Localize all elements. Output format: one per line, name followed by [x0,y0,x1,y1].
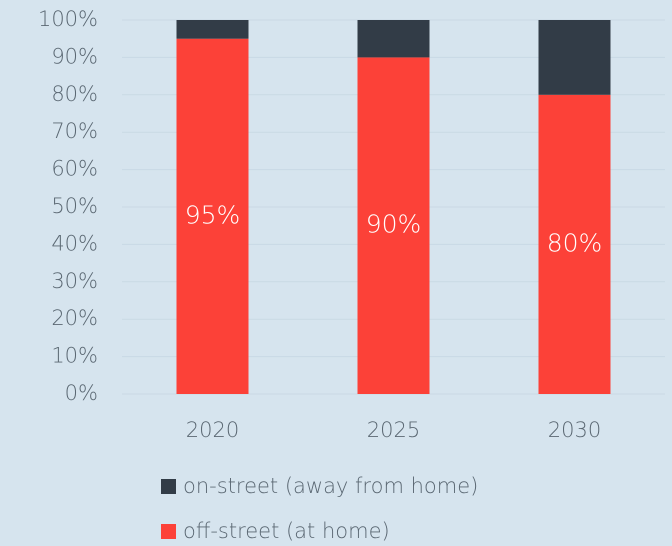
x-tick-label: 2025 [367,418,420,442]
data-label: 80% [547,228,603,257]
data-label: 95% [185,200,241,229]
y-tick-label: 80% [51,82,98,106]
y-tick-label: 50% [51,194,98,218]
bar-segment [357,20,430,58]
y-tick-label: 70% [51,119,98,143]
y-tick-label: 60% [51,157,98,181]
data-label: 90% [366,210,422,239]
y-tick-label: 20% [51,306,98,330]
bar-segment [538,20,611,95]
bar-segment [538,94,611,395]
y-tick-label: 40% [51,231,98,255]
bar-segment [176,20,249,39]
x-tick-label: 2020 [186,418,239,442]
y-tick-label: 100% [38,7,98,31]
legend-swatch [161,524,176,539]
bar-segment [357,57,430,395]
bar-segment [176,38,249,394]
y-tick-label: 10% [51,344,98,368]
x-tick-label: 2030 [548,418,601,442]
legend-swatch [161,479,176,494]
legend-label: off-street (at home) [183,519,390,543]
legend-label: on-street (away from home) [183,474,478,498]
y-tick-label: 90% [51,44,98,68]
y-tick-label: 0% [65,381,98,405]
y-tick-label: 30% [51,269,98,293]
